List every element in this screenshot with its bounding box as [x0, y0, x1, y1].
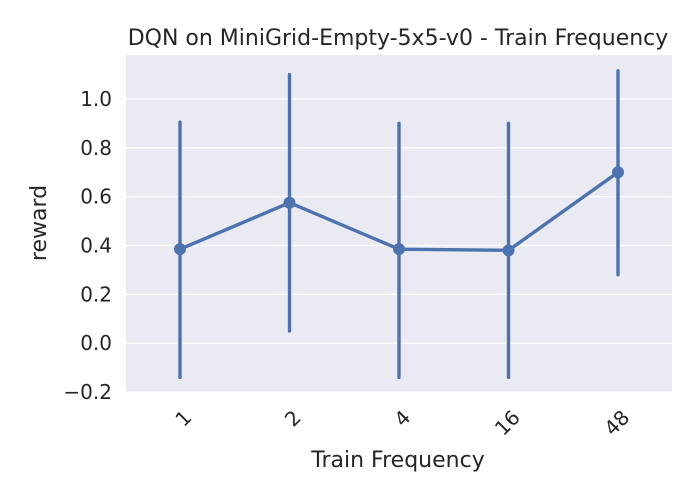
x-tick-label: 48	[599, 405, 634, 440]
y-tick-label: 0.8	[80, 136, 112, 160]
y-tick-label: 0.6	[80, 185, 112, 209]
y-tick-label: 0.2	[80, 282, 112, 306]
x-axis-label: Train Frequency	[310, 448, 484, 473]
data-point	[502, 244, 515, 257]
data-point	[612, 166, 624, 179]
data-points	[174, 166, 624, 257]
x-tick-label: 2	[280, 405, 306, 431]
y-tick-label: −0.2	[63, 380, 112, 404]
x-tick-label: 1	[170, 405, 196, 431]
data-point	[393, 243, 405, 256]
y-tick-labels: −0.2 0.0 0.2 0.4 0.6 0.8 1.0	[63, 87, 112, 404]
y-tick-label: 0.0	[80, 331, 112, 355]
chart-title: DQN on MiniGrid-Empty-5x5-v0 - Train Fre…	[128, 26, 669, 51]
y-tick-label: 1.0	[80, 87, 112, 111]
y-tick-label: 0.4	[80, 233, 112, 257]
data-point	[174, 243, 186, 256]
x-tick-label: 16	[490, 405, 525, 440]
y-axis-label: reward	[27, 185, 52, 261]
x-tick-labels: 1 2 4 16 48	[170, 405, 634, 440]
data-point	[283, 196, 296, 209]
x-tick-label: 4	[389, 405, 415, 431]
